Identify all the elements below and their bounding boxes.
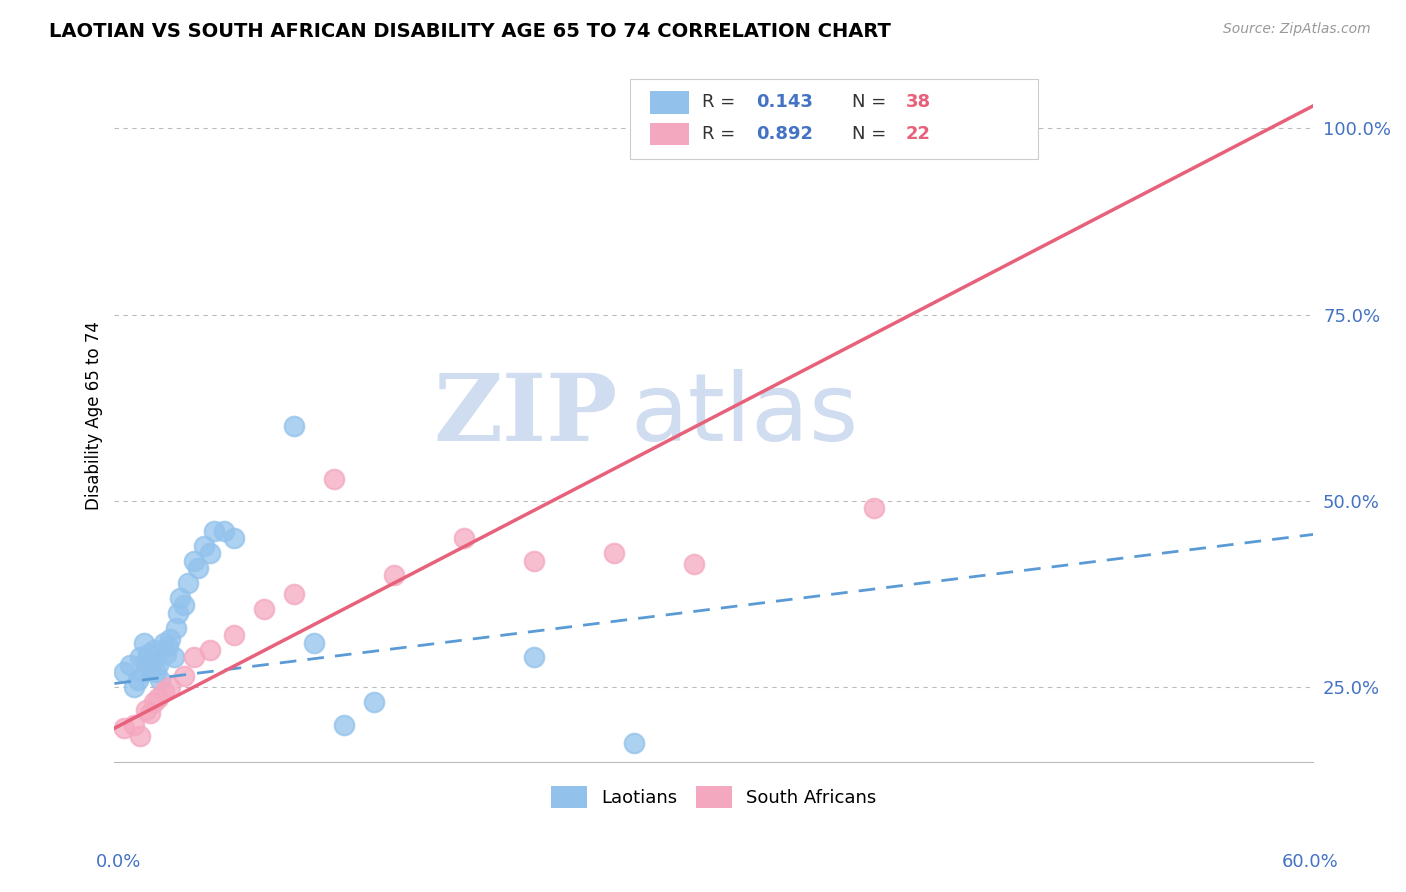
Point bbox=[149, 673, 172, 687]
Point bbox=[134, 635, 156, 649]
Bar bbox=[651, 91, 689, 113]
Point bbox=[224, 628, 246, 642]
Point bbox=[283, 419, 305, 434]
Point bbox=[253, 602, 276, 616]
Point bbox=[523, 553, 546, 567]
Point bbox=[148, 691, 170, 706]
Point bbox=[153, 684, 176, 698]
Point bbox=[159, 632, 181, 646]
Legend: Laotians, South Africans: Laotians, South Africans bbox=[544, 779, 884, 815]
Point bbox=[153, 635, 176, 649]
Point bbox=[382, 568, 405, 582]
Point bbox=[148, 657, 170, 672]
Point bbox=[112, 721, 135, 735]
Point bbox=[453, 531, 475, 545]
Y-axis label: Disability Age 65 to 74: Disability Age 65 to 74 bbox=[86, 321, 103, 509]
Point bbox=[183, 553, 205, 567]
Point bbox=[112, 665, 135, 680]
Point bbox=[603, 546, 626, 560]
Point bbox=[139, 706, 162, 721]
Point bbox=[363, 695, 385, 709]
Text: atlas: atlas bbox=[630, 369, 858, 461]
Text: 0.892: 0.892 bbox=[756, 125, 813, 143]
Point bbox=[155, 647, 177, 661]
Point bbox=[129, 650, 152, 665]
Point bbox=[183, 650, 205, 665]
Point bbox=[135, 703, 157, 717]
Text: 0.143: 0.143 bbox=[756, 94, 813, 112]
Point bbox=[302, 635, 325, 649]
Text: LAOTIAN VS SOUTH AFRICAN DISABILITY AGE 65 TO 74 CORRELATION CHART: LAOTIAN VS SOUTH AFRICAN DISABILITY AGE … bbox=[49, 22, 891, 41]
Text: 60.0%: 60.0% bbox=[1282, 853, 1339, 871]
Point bbox=[143, 643, 166, 657]
Text: N =: N = bbox=[852, 125, 891, 143]
Point bbox=[177, 575, 200, 590]
Point bbox=[214, 524, 236, 538]
Text: R =: R = bbox=[702, 125, 741, 143]
Point bbox=[159, 680, 181, 694]
Point bbox=[167, 606, 190, 620]
Bar bbox=[651, 122, 689, 145]
Text: ZIP: ZIP bbox=[433, 370, 617, 460]
Point bbox=[165, 621, 187, 635]
Point bbox=[202, 524, 225, 538]
Point bbox=[120, 657, 142, 672]
Point bbox=[187, 561, 209, 575]
Point bbox=[200, 643, 222, 657]
Text: N =: N = bbox=[852, 94, 891, 112]
Point bbox=[193, 539, 215, 553]
Point bbox=[139, 662, 162, 676]
Point bbox=[157, 639, 180, 653]
Point bbox=[141, 654, 163, 668]
Point bbox=[124, 680, 146, 694]
Text: 0.0%: 0.0% bbox=[96, 853, 141, 871]
Point bbox=[523, 650, 546, 665]
Point bbox=[143, 695, 166, 709]
Text: Source: ZipAtlas.com: Source: ZipAtlas.com bbox=[1223, 22, 1371, 37]
Point bbox=[623, 736, 645, 750]
Point bbox=[163, 650, 186, 665]
Point bbox=[224, 531, 246, 545]
Point bbox=[124, 717, 146, 731]
Point bbox=[683, 558, 706, 572]
Point bbox=[173, 599, 195, 613]
Point bbox=[127, 673, 149, 687]
Point bbox=[129, 729, 152, 743]
Point bbox=[862, 501, 884, 516]
Point bbox=[169, 591, 191, 605]
Point bbox=[323, 471, 346, 485]
Point bbox=[138, 647, 160, 661]
Point bbox=[283, 587, 305, 601]
Point bbox=[173, 669, 195, 683]
Text: 22: 22 bbox=[905, 125, 931, 143]
Point bbox=[134, 665, 156, 680]
Point bbox=[135, 654, 157, 668]
Text: 38: 38 bbox=[905, 94, 931, 112]
Point bbox=[200, 546, 222, 560]
Text: R =: R = bbox=[702, 94, 741, 112]
Point bbox=[145, 665, 167, 680]
Point bbox=[333, 717, 356, 731]
FancyBboxPatch shape bbox=[630, 78, 1038, 159]
